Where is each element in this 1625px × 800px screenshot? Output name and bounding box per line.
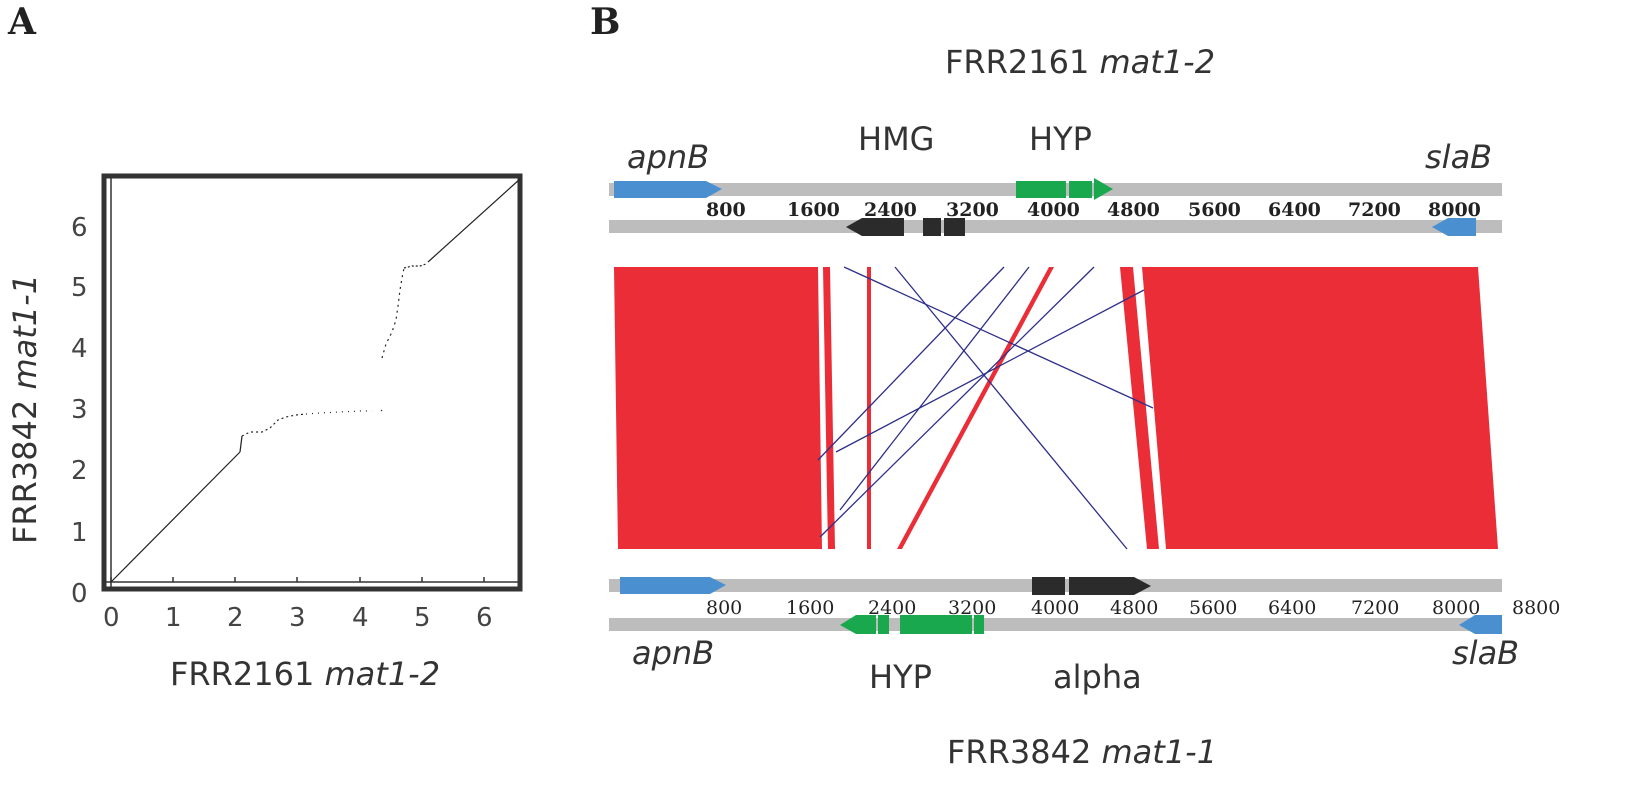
bottom-slaB-arrow bbox=[1459, 615, 1502, 634]
top-HMG-arrow bbox=[846, 218, 904, 236]
dotplot-x-tick-marks bbox=[110, 577, 485, 582]
top-coord: 3200 bbox=[946, 199, 999, 221]
y-axis-label: FRR3842 mat1-1 bbox=[6, 274, 44, 544]
x-tick-label: 1 bbox=[165, 603, 182, 633]
bottom-HYP-exon-4 bbox=[974, 615, 984, 634]
dotplot-segment-4 bbox=[305, 410, 372, 415]
synteny-line bbox=[839, 266, 1030, 511]
top-apnB-arrow bbox=[614, 181, 722, 198]
x-tick-label: 0 bbox=[103, 603, 120, 633]
dotplot-segment-2 bbox=[239, 435, 243, 453]
dotplot-dot bbox=[380, 409, 383, 412]
synteny-line bbox=[843, 266, 1154, 409]
bottom-HYP-exon-2 bbox=[878, 615, 889, 634]
top-HMG-exon-3 bbox=[944, 218, 965, 236]
top-coord: 4800 bbox=[1107, 199, 1160, 221]
top-HYP-exon-2 bbox=[1069, 181, 1092, 198]
bottom-gene-alpha: alpha bbox=[1053, 658, 1142, 696]
y-tick-label: 4 bbox=[71, 334, 88, 364]
bottom-coord: 8000 bbox=[1432, 597, 1480, 619]
top-slaB-arrow bbox=[1432, 218, 1476, 236]
dotplot-segment-7 bbox=[427, 178, 521, 263]
dotplot-segment-5 bbox=[381, 267, 405, 359]
bottom-genome-title: FRR3842 mat1-1 bbox=[947, 733, 1217, 771]
bottom-HYP-arrow bbox=[840, 615, 876, 634]
bottom-coord: 5600 bbox=[1189, 597, 1237, 619]
bottom-coordinate-scale: 800 1600 2400 3200 4000 4800 5600 6400 7… bbox=[706, 597, 1560, 619]
bottom-alpha-arrow bbox=[1069, 577, 1151, 595]
top-gene-slaB: slaB bbox=[1425, 138, 1492, 176]
top-coord: 6400 bbox=[1268, 199, 1321, 221]
synteny-line bbox=[835, 289, 1145, 453]
y-tick-label: 3 bbox=[71, 395, 88, 425]
top-HYP-exon-1 bbox=[1016, 181, 1066, 198]
y-tick-label: 2 bbox=[71, 456, 88, 486]
y-tick-label: 1 bbox=[71, 518, 88, 548]
synteny-lines bbox=[817, 266, 1154, 550]
synteny-block-narrow-1 bbox=[823, 267, 835, 549]
dotplot-trace bbox=[110, 178, 521, 583]
top-coord: 800 bbox=[706, 199, 746, 221]
bottom-coord: 2400 bbox=[868, 597, 916, 619]
dotplot-segment-3 bbox=[241, 413, 307, 437]
panel-a-letter: A bbox=[7, 1, 37, 43]
bottom-reverse-track bbox=[609, 618, 1502, 631]
dotplot-frame bbox=[101, 173, 523, 592]
top-coord: 8000 bbox=[1428, 199, 1481, 221]
top-HYP-arrowhead bbox=[1094, 178, 1113, 200]
x-tick-label: 6 bbox=[476, 603, 493, 633]
synteny-line bbox=[817, 266, 1005, 461]
top-coord: 5600 bbox=[1188, 199, 1241, 221]
bottom-coord: 1600 bbox=[786, 597, 834, 619]
x-tick-label: 5 bbox=[414, 603, 431, 633]
y-tick-label: 0 bbox=[71, 579, 88, 609]
bottom-coord: 4000 bbox=[1031, 597, 1079, 619]
bottom-coord: 6400 bbox=[1268, 597, 1316, 619]
top-coord: 7200 bbox=[1348, 199, 1401, 221]
x-axis-label: FRR2161 mat1-2 bbox=[170, 655, 440, 693]
top-coord: 2400 bbox=[864, 199, 917, 221]
y-tick-label: 6 bbox=[71, 213, 88, 243]
top-gene-HMG: HMG bbox=[858, 120, 934, 158]
y-tick-label: 5 bbox=[71, 273, 88, 303]
bottom-coord: 7200 bbox=[1351, 597, 1399, 619]
bottom-coord: 800 bbox=[706, 597, 742, 619]
synteny-block-narrow-3 bbox=[1120, 267, 1159, 549]
synteny-block-left bbox=[614, 267, 822, 549]
bottom-apnB-arrow bbox=[620, 577, 726, 594]
bottom-gene-apnB: apnB bbox=[632, 634, 714, 672]
bottom-coord: 3200 bbox=[948, 597, 996, 619]
top-reverse-track bbox=[609, 220, 1502, 233]
synteny-block-inverted bbox=[897, 267, 1054, 549]
top-gene-HYP: HYP bbox=[1029, 120, 1092, 158]
dotplot-segment-6 bbox=[403, 263, 427, 269]
x-tick-label: 3 bbox=[289, 603, 306, 633]
synteny-line bbox=[894, 266, 1128, 550]
bottom-gene-HYP: HYP bbox=[869, 658, 932, 696]
dotplot-segment-1 bbox=[110, 451, 241, 583]
panel-b-letter: B bbox=[590, 1, 620, 43]
top-coordinate-scale: 800 1600 2400 3200 4000 4800 5600 6400 7… bbox=[706, 199, 1481, 221]
x-tick-label: 4 bbox=[352, 603, 369, 633]
bottom-coord: 4800 bbox=[1110, 597, 1158, 619]
bottom-HYP-exon-3 bbox=[900, 615, 972, 634]
synteny-line bbox=[819, 266, 1095, 538]
synteny-region bbox=[614, 266, 1498, 550]
top-HMG-exon-2 bbox=[923, 218, 941, 236]
top-coord: 1600 bbox=[787, 199, 840, 221]
bottom-coord: 8800 bbox=[1512, 597, 1560, 619]
top-genome-title: FRR2161 mat1-2 bbox=[945, 43, 1215, 81]
synteny-block-right bbox=[1142, 267, 1498, 549]
dotplot: 0 1 2 3 4 5 6 0 1 2 3 4 5 6 FRR2161 mat1… bbox=[6, 173, 523, 693]
top-coord: 4000 bbox=[1027, 199, 1080, 221]
bottom-alpha-exon-1 bbox=[1032, 577, 1065, 595]
top-gene-apnB: apnB bbox=[627, 138, 709, 176]
bottom-gene-slaB: slaB bbox=[1452, 634, 1519, 672]
x-tick-label: 2 bbox=[227, 603, 244, 633]
